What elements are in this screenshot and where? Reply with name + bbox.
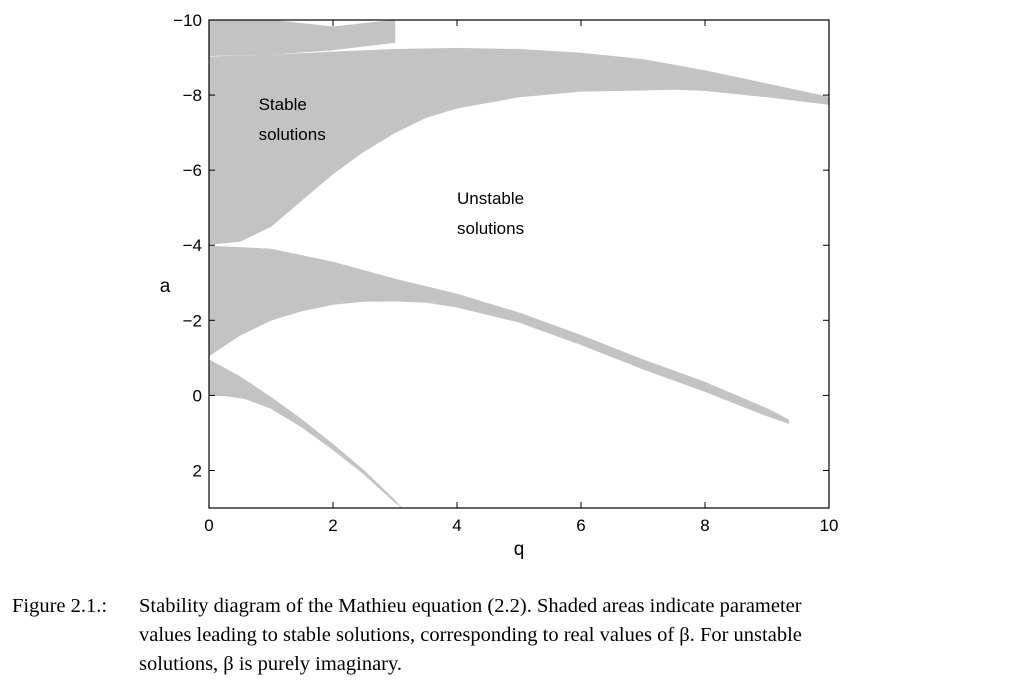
y-tick-label: −6 <box>183 161 202 180</box>
x-tick-label: 10 <box>820 516 839 535</box>
annotation-1-line-1: Stable <box>259 95 307 114</box>
x-tick-labels: 0 2 4 6 8 10 <box>204 516 838 535</box>
axis-ticks <box>208 19 830 508</box>
figure-caption: Figure 2.1.: Stability diagram of the Mat… <box>12 592 997 679</box>
y-tick-label: −4 <box>183 236 202 255</box>
caption-line-2: values leading to stable solutions, corr… <box>139 624 802 646</box>
y-axis-label: a <box>160 276 171 297</box>
x-tick-label: 4 <box>452 516 461 535</box>
stable-region-3 <box>209 245 789 424</box>
x-axis-label: q <box>514 539 525 560</box>
y-tick-labels: −10 −8 −6 −4 −2 0 2 <box>173 11 202 480</box>
caption-label: Figure 2.1.: <box>12 595 108 617</box>
y-tick-label: −2 <box>183 311 202 330</box>
stable-region-1 <box>209 20 396 57</box>
y-tick-label: 2 <box>193 461 202 480</box>
x-tick-label: 0 <box>204 516 213 535</box>
plot-frame <box>208 19 830 509</box>
y-tick-label: −10 <box>173 11 202 30</box>
annotations: Stable solutions Unstable solutions <box>259 95 525 238</box>
stable-regions <box>209 20 829 508</box>
stable-region-4 <box>209 359 403 508</box>
annotation-1-line-2: solutions <box>259 125 326 144</box>
x-tick-label: 6 <box>576 516 585 535</box>
annotation-2-line-2: solutions <box>457 219 524 238</box>
mathieu-stability-chart: 0 2 4 6 8 10 −10 −8 −6 −4 −2 0 2 q a Stable solution… <box>160 11 839 560</box>
caption-line-1: Stability diagram of the Mathieu equatio… <box>139 595 802 617</box>
x-tick-label: 8 <box>700 516 709 535</box>
annotation-2-line-1: Unstable <box>457 189 524 208</box>
stable-region-2 <box>209 47 829 245</box>
y-tick-label: −8 <box>183 86 202 105</box>
caption-line-3: solutions, β is purely imaginary. <box>139 653 403 675</box>
y-tick-label: 0 <box>193 386 202 405</box>
x-tick-label: 2 <box>328 516 337 535</box>
